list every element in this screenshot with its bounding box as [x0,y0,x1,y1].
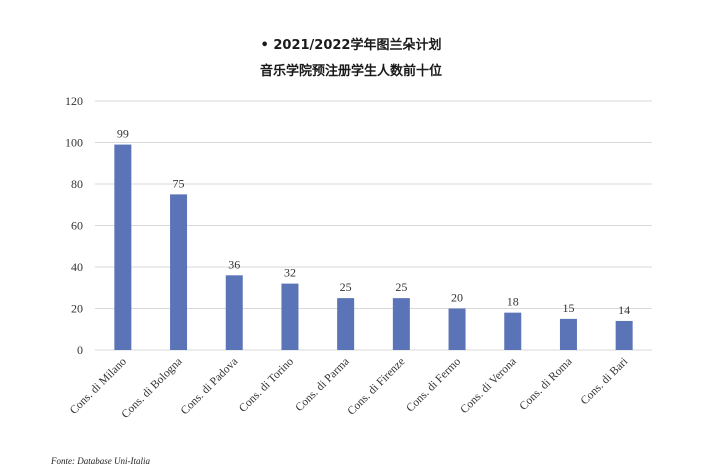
y-tick-label-40: 40 [71,260,83,274]
y-tick-label-20: 20 [71,302,83,316]
x-tick-label-2: Cons. di Padova [179,356,241,418]
data-label-1: 75 [173,176,185,190]
bar-0 [114,144,132,350]
data-label-8: 15 [562,301,574,315]
x-tick-label-5: Cons. di Firenze [345,356,407,418]
data-label-4: 25 [340,280,352,294]
data-labels: 99 75 36 32 25 25 20 18 15 14 [117,127,630,317]
data-label-0: 99 [117,127,129,141]
data-label-2: 36 [228,257,240,271]
x-tick-label-0: Cons. di Milano [68,355,129,416]
x-tick-label-1: Cons. di Bologna [119,356,184,421]
bar-3 [281,283,299,350]
bar-6 [448,308,466,350]
y-tick-label-60: 60 [71,219,83,233]
chart-subtitle: 音乐学院预注册学生人数前十位 [259,64,442,79]
x-tick-label-3: Cons. di Torino [237,355,296,414]
bar-2 [225,275,243,350]
y-tick-label-100: 100 [65,136,83,150]
bar-4 [337,298,355,350]
x-tick-label-4: Cons. di Parma [293,356,351,414]
chart-title: • 2021/2022学年图兰朵计划 [260,38,442,53]
x-tick-label-7: Cons. di Verona [458,356,519,417]
y-tick-label-80: 80 [71,177,83,191]
data-label-5: 25 [395,280,407,294]
bar-9 [615,320,633,350]
data-label-6: 20 [451,291,463,305]
bar-1 [170,194,188,350]
bars [114,144,633,350]
x-tick-label-6: Cons. di Fermo [404,355,463,414]
y-axis-ticks: 0 20 40 60 80 100 120 [65,94,83,357]
bar-7 [504,312,522,350]
data-label-7: 18 [507,295,519,309]
bar-5 [392,298,410,350]
source-note: Fonte: Database Uni-Italia [51,456,150,466]
data-label-3: 32 [284,266,296,280]
x-tick-label-9: Cons. di Bari [579,356,631,408]
y-tick-label-0: 0 [77,343,83,357]
x-tick-label-8: Cons. di Roma [518,356,575,413]
grid-lines [95,100,652,351]
bar-8 [559,318,577,350]
data-label-9: 14 [618,303,630,317]
y-tick-label-120: 120 [65,94,83,108]
